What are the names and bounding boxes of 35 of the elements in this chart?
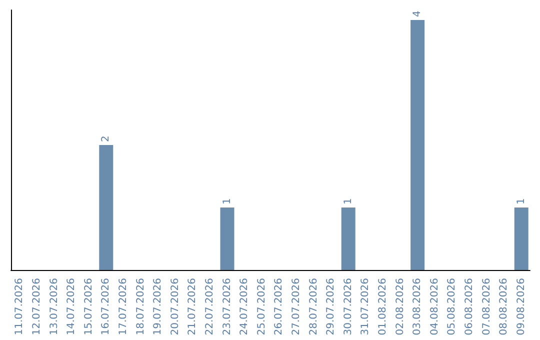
data-label: 2 <box>100 136 112 142</box>
x-tick-label: 30.07.2026 <box>342 278 354 336</box>
x-tick-label: 04.08.2026 <box>429 278 440 336</box>
x-tick-label: 07.08.2026 <box>481 278 492 336</box>
x-tick-label: 29.07.2026 <box>326 278 337 336</box>
x-tick-label: 02.08.2026 <box>394 278 406 336</box>
x-tick-label: 22.07.2026 <box>204 278 216 336</box>
x-tick-label: 28.07.2026 <box>308 278 320 336</box>
x-tick-label: 06.08.2026 <box>464 278 475 336</box>
x-tick-label: 14.07.2026 <box>66 278 78 336</box>
data-label: 4 <box>412 10 424 17</box>
x-tick-label: 01.08.2026 <box>377 278 388 336</box>
x-tick-label: 15.07.2026 <box>83 278 94 336</box>
x-tick-label: 31.07.2026 <box>360 278 372 336</box>
x-tick-label: 13.07.2026 <box>48 278 60 336</box>
x-tick-label: 25.07.2026 <box>256 278 268 336</box>
x-tick-label: 16.07.2026 <box>100 278 112 336</box>
x-tick-label: 18.07.2026 <box>135 278 146 336</box>
x-tick-label: 21.07.2026 <box>187 278 198 336</box>
x-tick-label: 26.07.2026 <box>274 278 285 336</box>
data-label: 1 <box>222 198 233 204</box>
data-label: 1 <box>342 198 354 204</box>
x-tick-label: 08.08.2026 <box>498 278 510 336</box>
x-tick-label: 09.08.2026 <box>516 278 527 336</box>
x-tick-label: 03.08.2026 <box>412 278 424 336</box>
x-tick-label: 17.07.2026 <box>118 278 129 336</box>
x-tick-label: 19.07.2026 <box>152 278 164 336</box>
x-tick-label: 12.07.2026 <box>31 278 42 336</box>
data-label: 1 <box>516 198 527 204</box>
x-tick-label: 23.07.2026 <box>222 278 233 336</box>
x-tick-label: 05.08.2026 <box>446 278 458 336</box>
x-tick-label: 27.07.2026 <box>290 278 302 336</box>
x-tick-label: 20.07.2026 <box>170 278 181 336</box>
x-tick-label: 11.07.2026 <box>14 278 26 336</box>
x-tick-label: 24.07.2026 <box>239 278 250 336</box>
